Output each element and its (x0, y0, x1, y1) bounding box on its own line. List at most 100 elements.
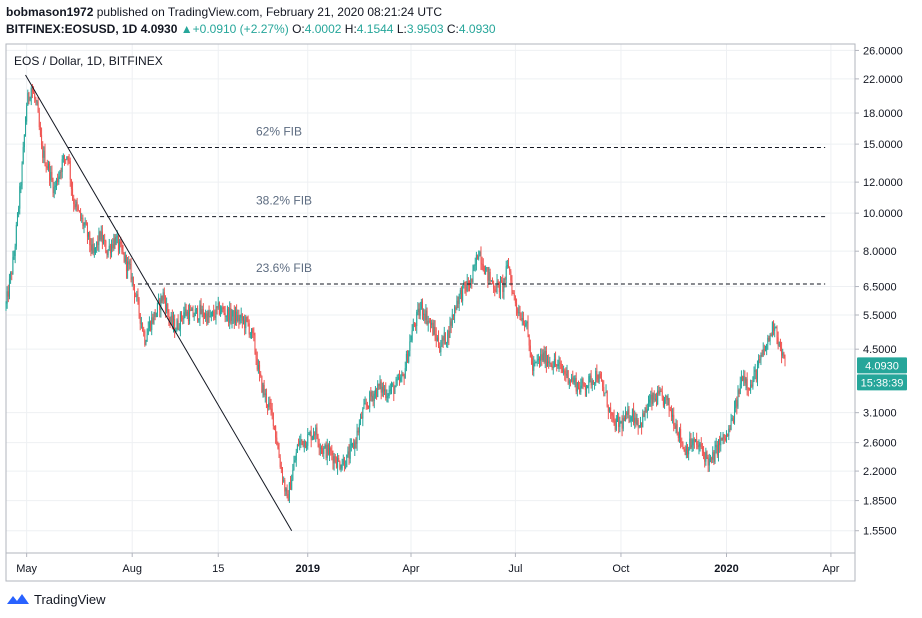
candle-body (337, 458, 339, 468)
candle-body (121, 243, 123, 251)
candle-body (168, 312, 170, 320)
candle-body (486, 267, 488, 269)
candle-body (496, 281, 498, 293)
candle-body (625, 412, 627, 422)
trendline[interactable] (25, 74, 293, 531)
candle-body (173, 318, 175, 326)
candle-body (28, 92, 30, 100)
candle-body (401, 373, 403, 378)
price-change: +0.0910 (+2.27%) (192, 22, 289, 36)
candle-body (174, 318, 176, 333)
candle-body (201, 309, 203, 314)
candle-body (332, 455, 334, 464)
candle-body (748, 389, 750, 391)
candle-body (253, 333, 255, 336)
candle-body (656, 398, 658, 405)
candle-body (377, 383, 379, 397)
candle-body (561, 368, 563, 372)
candle-body (705, 451, 707, 462)
candle-body (254, 335, 256, 352)
close-value: 4.0930 (458, 22, 496, 36)
candle-body (475, 254, 477, 265)
y-tick-label: 3.1000 (863, 408, 897, 420)
candle-body (223, 309, 225, 313)
low-label: L: (396, 22, 407, 36)
candle-body (166, 304, 168, 311)
candle-body (489, 272, 491, 281)
candle-body (84, 222, 86, 225)
candle-body (221, 307, 223, 313)
candle-body (60, 171, 62, 173)
candle-body (208, 311, 210, 317)
author-name[interactable]: bobmason1972 (6, 5, 94, 19)
candle-body (686, 446, 688, 455)
candle-body (512, 293, 514, 295)
candle-body (382, 386, 384, 392)
candle-body (192, 308, 194, 317)
candle-body (668, 398, 670, 410)
candle-body (659, 391, 661, 394)
fib-label: 23.6% FIB (256, 261, 312, 275)
price-axis[interactable]: 26.0000 22.0000 18.0000 15.0000 12.0000 10.00… (855, 45, 903, 538)
candle-body (33, 91, 35, 94)
candle-body (10, 272, 12, 280)
candle-body (135, 295, 137, 297)
candle-body (618, 416, 620, 427)
candle-body (131, 276, 133, 280)
candle-body (750, 384, 752, 391)
fib-levels[interactable]: 62% FIB 38.2% FIB 23.6% FIB (67, 125, 826, 285)
candle-body (680, 428, 682, 442)
candle-body (419, 308, 421, 316)
candle-body (400, 377, 402, 382)
candle-body (61, 159, 63, 172)
candle-body (657, 390, 659, 405)
candle-body (583, 382, 585, 386)
candle-body (62, 155, 64, 160)
trendline-line[interactable] (25, 74, 293, 531)
candle-body (294, 460, 296, 463)
candle-body (667, 398, 669, 401)
candle-body (582, 379, 584, 383)
candle-body (158, 299, 160, 304)
candle-body (379, 381, 381, 386)
time-axis[interactable]: May Aug 15 2019 Apr Jul Oct 2020 Apr (16, 553, 840, 575)
candle-body (495, 291, 497, 293)
candle-body (18, 208, 20, 214)
candle-body (246, 316, 248, 321)
candle-body (517, 308, 519, 314)
candle-body (409, 341, 411, 351)
candle-body (538, 358, 540, 361)
candle-body (462, 285, 464, 301)
candle-body (784, 357, 786, 360)
candle-body (753, 371, 755, 382)
candle-body (203, 316, 205, 318)
candle-body (763, 348, 765, 351)
high-label: H: (344, 22, 357, 36)
candle-body (682, 442, 684, 449)
candle-body (340, 468, 342, 470)
candle-body (117, 236, 119, 251)
candle-body (325, 444, 327, 458)
candle-body (397, 377, 399, 380)
candle-body (380, 381, 382, 393)
candle-body (552, 366, 554, 369)
y-tick-label: 10.0000 (863, 208, 903, 220)
candle-body (150, 321, 152, 331)
candle-body (295, 452, 297, 461)
candle-body (277, 444, 279, 449)
candle-body (268, 402, 270, 408)
candle-body (143, 331, 145, 333)
symbol-info: BITFINEX:EOSUSD, 1D 4.0930 ▲+0.0910 (+2.… (6, 22, 496, 36)
candle-body (113, 238, 115, 249)
candle-body (312, 434, 314, 437)
tradingview-brand[interactable]: TradingView (6, 591, 106, 607)
candle-body (681, 441, 683, 443)
candle-body (558, 362, 560, 365)
candle-body (435, 334, 437, 341)
candle-body (458, 294, 460, 304)
price-chart[interactable]: 26.0000 22.0000 18.0000 15.0000 12.0000 10.00… (0, 0, 922, 585)
candle-body (114, 238, 116, 245)
candle-body (416, 311, 418, 327)
candle-body (241, 314, 243, 321)
candle-body (285, 488, 287, 492)
